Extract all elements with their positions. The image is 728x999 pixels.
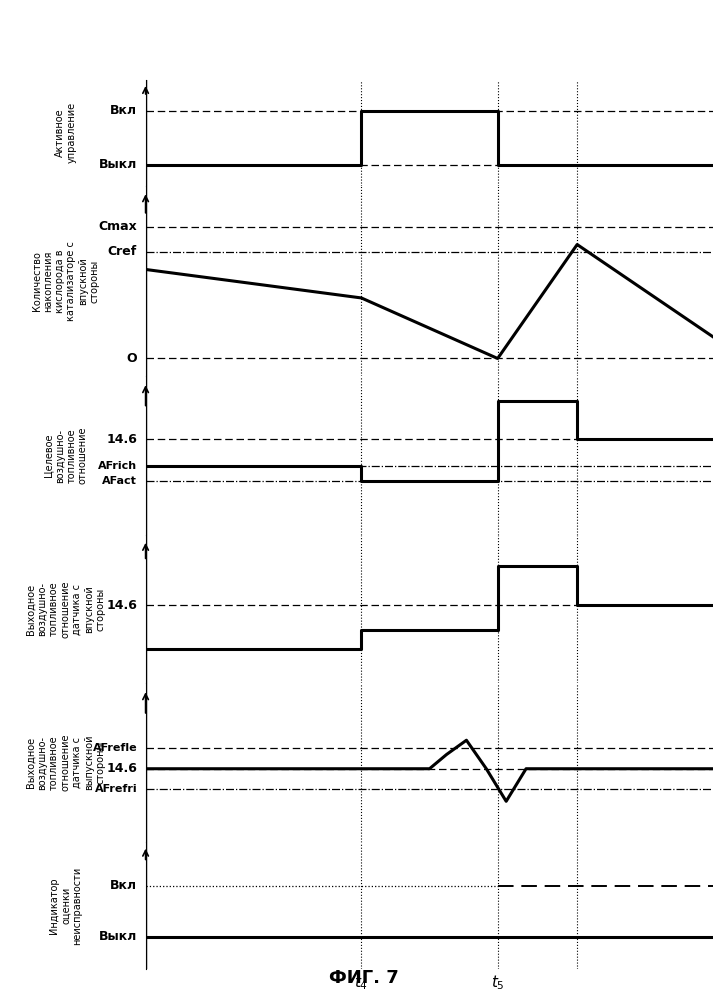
Text: Целевое
воздушно-
топливное
отношение: Целевое воздушно- топливное отношение [43,427,88,485]
Text: $t_4$: $t_4$ [355,974,368,992]
Text: AFrefle: AFrefle [92,743,137,753]
Text: AFact: AFact [102,477,137,487]
Text: Количество
накопления
кислорода в
катализаторе с
впускной
стороны: Количество накопления кислорода в катали… [31,241,100,321]
Text: Вкл: Вкл [110,879,137,892]
Text: Выходное
воздушно-
топливное
отношение
датчика с
впускной
стороны: Выходное воздушно- топливное отношение д… [25,580,106,638]
Text: 14.6: 14.6 [106,598,137,611]
Text: Выкл: Выкл [99,158,137,171]
Text: O: O [127,352,137,365]
Text: $t_5$: $t_5$ [491,974,505,992]
Text: Выкл: Выкл [99,930,137,943]
Text: 14.6: 14.6 [106,762,137,775]
Text: AFrich: AFrich [98,462,137,472]
Text: Активное
управление: Активное управление [55,102,76,164]
Text: AFrefri: AFrefri [95,784,137,794]
Text: Cmax: Cmax [98,220,137,233]
Text: ФИГ. 7: ФИГ. 7 [329,969,399,987]
Text: Выходное
воздушно-
топливное
отношение
датчика с
выпускной
стороны: Выходное воздушно- топливное отношение д… [25,734,106,791]
Text: Cref: Cref [108,245,137,258]
Text: Индикатор
оценки
неисправности: Индикатор оценки неисправности [49,866,82,945]
Text: Вкл: Вкл [110,104,137,117]
Text: 14.6: 14.6 [106,433,137,446]
